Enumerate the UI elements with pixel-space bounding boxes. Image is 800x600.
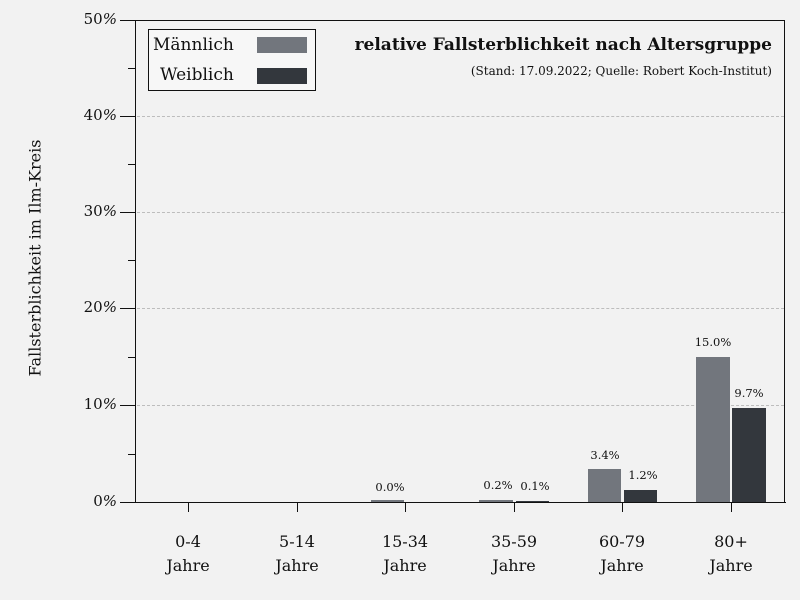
y-tick-unit: % — [102, 202, 117, 220]
y-minor-tick — [128, 164, 136, 165]
x-tick — [514, 502, 515, 512]
age-unit: Jahre — [383, 556, 427, 575]
y-tick-unit: % — [102, 106, 117, 124]
age-range: 15-34 — [381, 532, 429, 551]
bar-female-35-59 — [516, 501, 549, 502]
value-label-male-60-79: 3.4% — [590, 448, 620, 462]
age-range: 0-4 — [175, 532, 201, 551]
y-minor-tick — [128, 260, 136, 261]
value-label-female-35-59: 0.1% — [520, 479, 550, 493]
x-tick — [405, 502, 406, 512]
y-tick — [120, 502, 136, 503]
age-range: 35-59 — [490, 532, 538, 551]
y-axis-title: Fallsterblichkeit im Ilm-Kreis — [25, 139, 45, 377]
bar-male-35-59 — [479, 500, 513, 502]
y-tick-value: 20 — [83, 298, 103, 316]
gridline-40 — [137, 116, 784, 117]
value-label-female-60-79: 1.2% — [628, 468, 658, 482]
y-tick-label: 20% — [57, 300, 117, 315]
age-unit: Jahre — [600, 556, 644, 575]
legend-swatch-male — [257, 37, 307, 53]
legend-swatch-female — [257, 68, 307, 84]
bar-female-60-79 — [624, 490, 657, 502]
legend-label-male: Männlich — [153, 35, 234, 55]
gridline-20 — [137, 308, 784, 309]
value-label-male-15-34: 0.0% — [375, 480, 405, 494]
chart-subtitle: (Stand: 17.09.2022; Quelle: Robert Koch-… — [470, 64, 772, 78]
y-tick-label: 40% — [57, 108, 117, 123]
y-tick-value: 40 — [83, 106, 103, 124]
age-range: 5-14 — [279, 532, 315, 551]
chart-title: relative Fallsterblichkeit nach Altersgr… — [354, 35, 772, 55]
legend-label-female: Weiblich — [160, 65, 234, 85]
x-category-label: 35-59 Jahre — [459, 530, 569, 578]
plot-frame — [135, 20, 785, 502]
legend: Männlich Weiblich — [148, 29, 316, 91]
y-tick — [120, 405, 136, 406]
age-range: 60-79 — [598, 532, 646, 551]
x-axis-line — [120, 502, 786, 503]
y-tick — [120, 20, 136, 21]
value-label-male-35-59: 0.2% — [483, 478, 513, 492]
x-category-label: 0-4 Jahre — [133, 530, 243, 578]
y-tick — [120, 212, 136, 213]
y-tick — [120, 116, 136, 117]
gridline-30 — [137, 212, 784, 213]
y-tick-value: 30 — [83, 202, 103, 220]
y-minor-tick — [128, 454, 136, 455]
age-unit: Jahre — [166, 556, 210, 575]
y-tick-label: 50% — [57, 12, 117, 27]
x-category-label: 5-14 Jahre — [242, 530, 352, 578]
y-tick-unit: % — [102, 395, 117, 413]
y-tick-unit: % — [102, 492, 117, 510]
age-unit: Jahre — [492, 556, 536, 575]
x-tick — [188, 502, 189, 512]
y-tick-label: 0% — [57, 494, 117, 509]
x-tick — [731, 502, 732, 512]
x-category-label: 60-79 Jahre — [567, 530, 677, 578]
age-unit: Jahre — [709, 556, 753, 575]
y-tick-unit: % — [102, 10, 117, 28]
y-minor-tick — [128, 68, 136, 69]
y-tick-value: 0 — [93, 492, 103, 510]
bar-male-60-79 — [588, 469, 621, 502]
y-tick-value: 50 — [83, 10, 103, 28]
x-tick — [622, 502, 623, 512]
x-tick — [297, 502, 298, 512]
bar-male-15-34 — [371, 500, 404, 502]
value-label-male-80plus: 15.0% — [694, 335, 732, 349]
y-tick-label: 30% — [57, 204, 117, 219]
x-category-label: 15-34 Jahre — [350, 530, 460, 578]
value-label-female-80plus: 9.7% — [734, 386, 764, 400]
x-category-label: 80+ Jahre — [676, 530, 786, 578]
y-tick — [120, 308, 136, 309]
gridline-10 — [137, 405, 784, 406]
age-unit: Jahre — [275, 556, 319, 575]
bar-female-80plus — [732, 408, 766, 502]
y-tick-unit: % — [102, 298, 117, 316]
bar-male-80plus — [696, 357, 730, 502]
age-range: 80+ — [714, 532, 748, 551]
y-tick-value: 10 — [83, 395, 103, 413]
y-minor-tick — [128, 357, 136, 358]
y-tick-label: 10% — [57, 397, 117, 412]
